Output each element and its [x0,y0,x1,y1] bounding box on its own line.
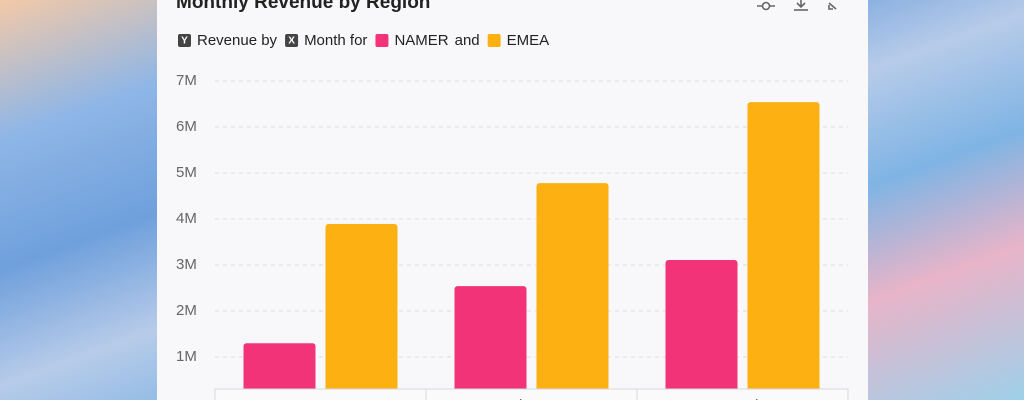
axis-badge [285,34,299,47]
toolbar [757,0,837,11]
axis-badge-text: Y [181,36,188,47]
chart-title: Monthly Revenue by Region [176,0,430,13]
legend-label: NAMER [394,32,448,49]
legend-swatch [375,34,389,47]
bar [454,286,527,400]
x-tick-label: March [722,397,764,400]
y-tick-label: 1M [176,348,197,365]
x-tick-label: January [294,397,348,400]
x-tick-label: February [501,397,562,400]
y-tick-label: 7M [176,72,197,89]
bar [325,224,398,400]
y-tick-label: 6M [176,118,197,135]
bar [665,259,738,400]
legend: Y Revenue by X Month for NAMER and EMEA [178,32,549,49]
bar [243,343,316,400]
legend-text: and [455,32,480,49]
y-tick-label: 4M [176,210,197,227]
y-tick-label: 3M [176,256,197,273]
bar [536,183,609,400]
legend-swatch [487,34,501,47]
legend-text: Revenue by [197,32,278,49]
axis-badge [178,34,191,47]
legend-text: Month for [304,32,367,49]
bar [747,102,820,400]
collapse-button[interactable] [828,2,837,10]
plot-area: 1M 2M 3M 4M 5M 6M 7M January February March [176,72,849,400]
download-button[interactable] [794,0,808,11]
y-tick-label: 2M [176,302,197,319]
filter-button[interactable] [757,1,775,11]
y-tick-label: 5M [176,164,197,181]
axis-badge-text: X [288,36,295,47]
x-axis-band [214,388,849,400]
legend-label: EMEA [507,32,550,49]
